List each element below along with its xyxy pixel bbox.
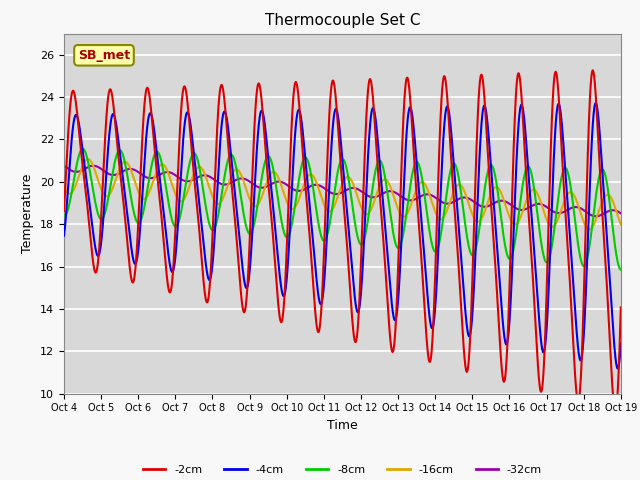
Title: Thermocouple Set C: Thermocouple Set C	[265, 13, 420, 28]
Text: SB_met: SB_met	[78, 49, 130, 62]
X-axis label: Time: Time	[327, 419, 358, 432]
Legend: -2cm, -4cm, -8cm, -16cm, -32cm: -2cm, -4cm, -8cm, -16cm, -32cm	[138, 460, 547, 479]
Y-axis label: Temperature: Temperature	[22, 174, 35, 253]
